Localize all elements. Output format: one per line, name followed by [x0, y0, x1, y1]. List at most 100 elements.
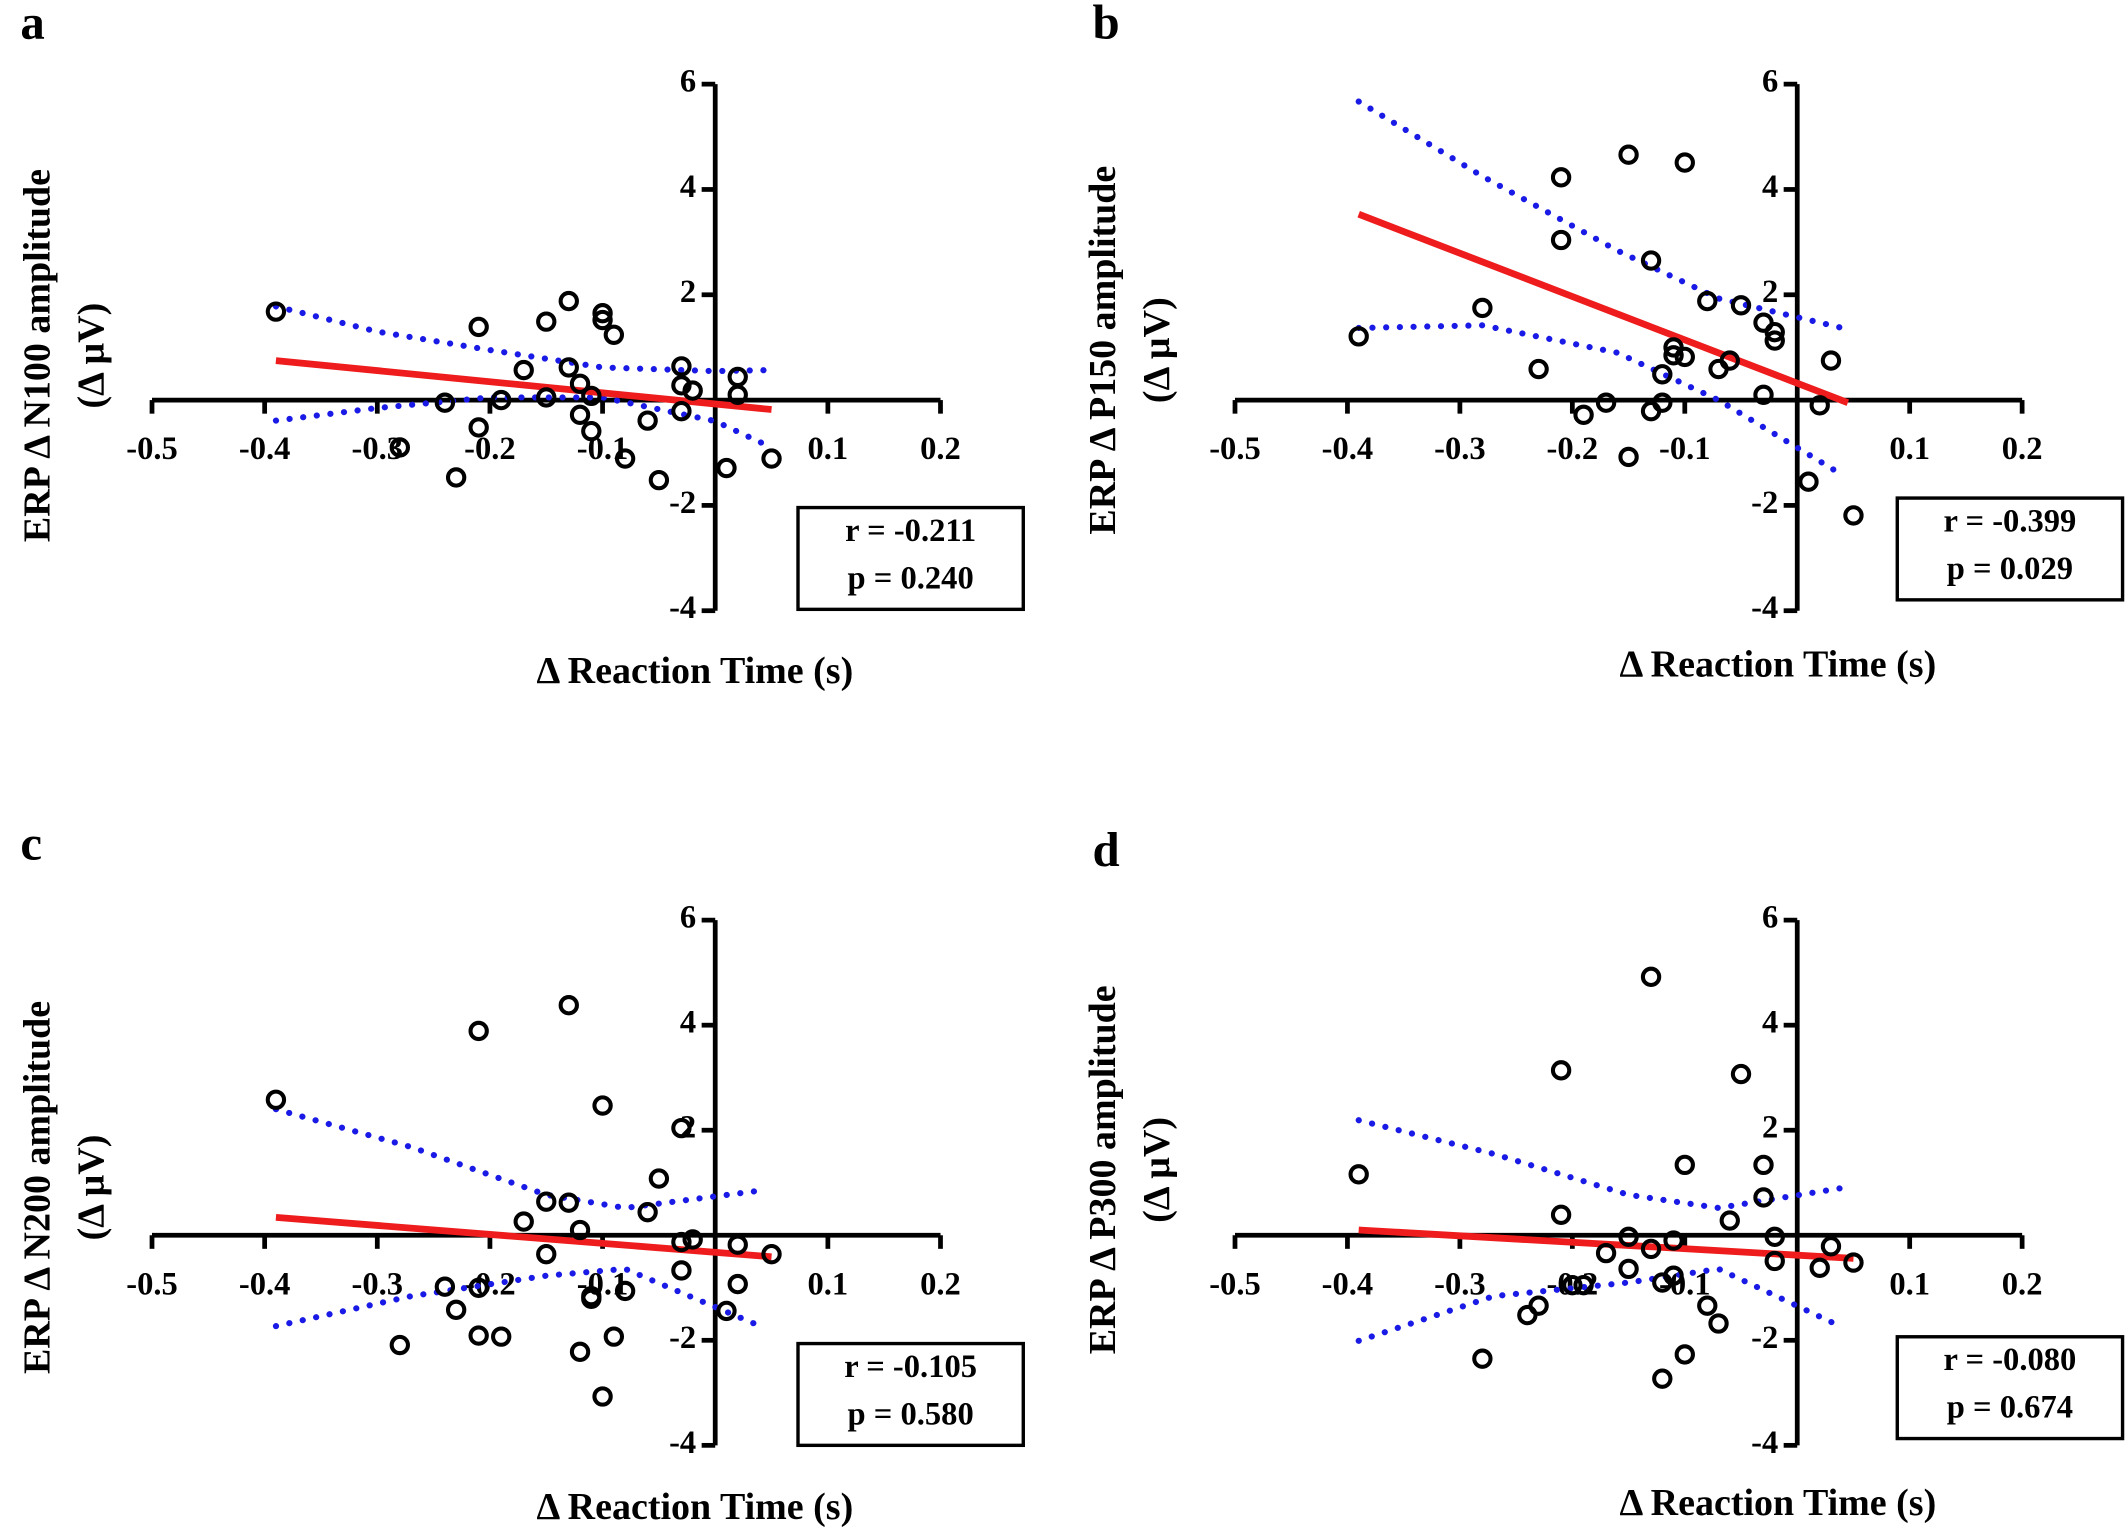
y-tick-label: 4	[1762, 169, 1778, 205]
data-point	[1697, 290, 1718, 312]
data-point	[445, 1299, 467, 1321]
data-point	[1674, 1154, 1695, 1176]
data-point	[1764, 330, 1785, 351]
regression-line	[275, 357, 772, 413]
stats-text: r = -0.105	[844, 1349, 977, 1385]
y-tick-label: -4	[669, 1425, 696, 1461]
stats-text: p = 0.674	[1947, 1390, 2073, 1426]
data-point	[1719, 350, 1740, 371]
data-point	[727, 384, 748, 405]
x-axis-label: Δ Reaction Time (s)	[1619, 1482, 1936, 1524]
data-point	[536, 1243, 557, 1265]
data-point	[1798, 471, 1819, 492]
data-point	[1550, 1204, 1572, 1225]
y-tick-label: -4	[1751, 590, 1778, 626]
y-axis-label: (Δ µV)	[71, 303, 113, 409]
data-point	[491, 389, 512, 411]
x-tick-label: 0.1	[808, 1266, 849, 1302]
panel: b -0.5 -0.4 -0.3 -0.2 -0.1 0.1 0.2 -4 -2 2 4 6 Δ Reac…	[1082, 0, 2125, 685]
data-point	[1652, 1368, 1673, 1389]
y-tick-label: 2	[1762, 274, 1778, 310]
data-point	[614, 448, 636, 469]
y-tick-label: 2	[680, 274, 696, 310]
data-point	[581, 385, 602, 407]
data-point	[1618, 1258, 1639, 1280]
x-tick-label: 0.1	[1889, 1266, 1930, 1302]
data-point	[1562, 1274, 1583, 1296]
data-point	[389, 437, 410, 458]
y-tick-label: 6	[1762, 64, 1778, 100]
data-point	[1348, 1164, 1369, 1185]
data-point	[536, 387, 557, 408]
y-tick-label: -2	[1751, 1320, 1778, 1356]
data-point	[468, 316, 489, 338]
data-point	[1472, 1348, 1493, 1369]
data-point	[637, 410, 658, 431]
data-point	[513, 359, 534, 381]
data-point	[727, 1273, 748, 1295]
x-tick-label: 0.1	[1889, 431, 1930, 467]
x-tick-label: -0.3	[352, 431, 404, 467]
y-tick-label: 6	[680, 64, 696, 100]
data-point	[1652, 1272, 1673, 1293]
data-point	[716, 457, 737, 479]
x-tick-label: -0.5	[1209, 1266, 1261, 1302]
x-tick-label: 0.2	[920, 431, 961, 467]
data-point	[1573, 1274, 1594, 1296]
data-point	[491, 1326, 512, 1347]
data-point	[569, 404, 591, 426]
x-tick-label: -0.2	[1547, 431, 1599, 467]
data-point	[1753, 384, 1774, 405]
data-point	[1618, 144, 1639, 165]
data-point	[671, 356, 692, 377]
x-tick-label: 0.2	[920, 1266, 961, 1302]
x-tick-label: -0.4	[1322, 1266, 1374, 1302]
data-point	[1652, 364, 1673, 385]
data-point	[1595, 1242, 1617, 1264]
y-tick-label: 4	[680, 169, 696, 205]
data-point	[1663, 345, 1684, 366]
regression-line	[1357, 211, 1850, 406]
stats-box	[796, 505, 1025, 612]
data-point	[1809, 395, 1830, 416]
x-tick-label: 0.1	[808, 431, 849, 467]
data-point	[468, 1020, 489, 1042]
data-point	[1764, 1250, 1785, 1272]
data-point	[1652, 392, 1673, 413]
data-point	[761, 448, 782, 469]
confidence-band	[272, 1106, 764, 1212]
data-point	[671, 400, 692, 422]
data-point	[1764, 1226, 1785, 1248]
panel-label: d	[1092, 822, 1119, 877]
data-point	[581, 420, 602, 442]
x-tick-label: -0.5	[126, 1266, 178, 1302]
data-point	[1753, 1187, 1774, 1208]
panel-label: b	[1092, 0, 1119, 49]
data-point	[592, 303, 613, 324]
panel-label: c	[20, 815, 42, 870]
x-tick-label: -0.5	[1209, 431, 1261, 467]
data-point	[536, 1191, 557, 1212]
y-tick-label: -4	[669, 590, 696, 626]
data-point	[614, 1280, 636, 1302]
data-point	[592, 309, 613, 331]
y-tick-label: 4	[680, 1005, 696, 1041]
data-point	[1595, 392, 1617, 413]
y-tick-label: 6	[1762, 900, 1778, 936]
data-point	[603, 1326, 625, 1347]
y-tick-label: -4	[1751, 1425, 1778, 1461]
data-point	[569, 1219, 591, 1241]
data-point	[682, 380, 703, 401]
data-point	[536, 311, 557, 332]
data-point	[603, 324, 625, 345]
data-point	[1708, 1313, 1729, 1334]
data-point	[1640, 1238, 1662, 1260]
data-point	[637, 1201, 658, 1223]
data-point	[1820, 350, 1842, 371]
confidence-band	[272, 303, 775, 375]
x-axis-label: Δ Reaction Time (s)	[1619, 643, 1936, 685]
data-point	[648, 1168, 670, 1189]
data-point	[1809, 1257, 1830, 1279]
